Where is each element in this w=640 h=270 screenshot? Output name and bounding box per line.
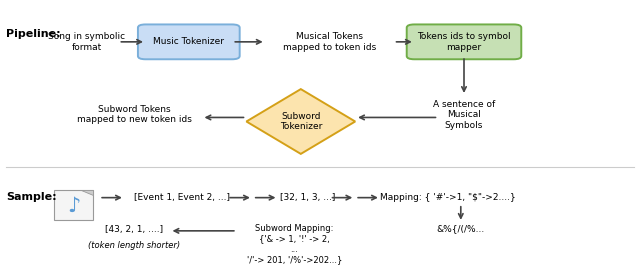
Text: Subword Tokens
mapped to new token ids: Subword Tokens mapped to new token ids	[77, 105, 192, 124]
Text: Tokens ids to symbol
mapper: Tokens ids to symbol mapper	[417, 32, 511, 52]
Text: Mapping: { '#'->1, "$"->2....}: Mapping: { '#'->1, "$"->2....}	[380, 193, 516, 202]
FancyBboxPatch shape	[407, 25, 521, 59]
Text: ♪: ♪	[67, 196, 80, 216]
Text: [43, 2, 1, ....]: [43, 2, 1, ....]	[106, 225, 163, 234]
Text: &%{/(/%...: &%{/(/%...	[436, 224, 485, 233]
Text: Musical Tokens
mapped to token ids: Musical Tokens mapped to token ids	[283, 32, 376, 52]
Polygon shape	[81, 190, 93, 195]
Text: [32, 1, 3, ...]: [32, 1, 3, ...]	[280, 193, 335, 202]
Polygon shape	[246, 89, 355, 154]
Text: Subword
Tokenizer: Subword Tokenizer	[280, 112, 322, 131]
Text: [Event 1, Event 2, ...]: [Event 1, Event 2, ...]	[134, 193, 230, 202]
Text: Subword Mapping:
{'& -> 1, '!' -> 2,
...
'/'-> 201, '/%'->202...}: Subword Mapping: {'& -> 1, '!' -> 2, ...…	[246, 224, 342, 264]
Text: Music Tokenizer: Music Tokenizer	[154, 37, 224, 46]
FancyBboxPatch shape	[138, 25, 239, 59]
Text: Sample:: Sample:	[6, 192, 57, 202]
Text: Song in symbolic
format: Song in symbolic format	[48, 32, 125, 52]
FancyBboxPatch shape	[54, 190, 93, 220]
Text: Pipeline:: Pipeline:	[6, 29, 61, 39]
Text: (token length shorter): (token length shorter)	[88, 241, 180, 250]
Text: A sentence of
Musical
Symbols: A sentence of Musical Symbols	[433, 100, 495, 130]
